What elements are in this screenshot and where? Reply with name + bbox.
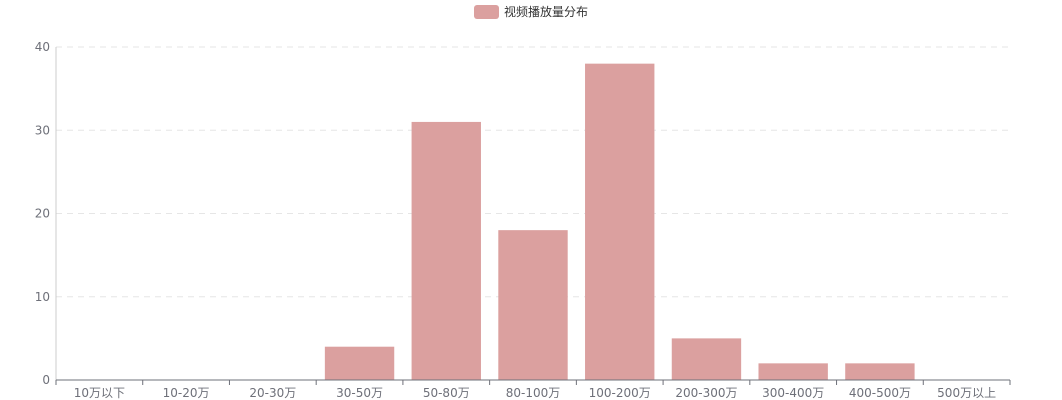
bar[interactable]: [498, 230, 568, 380]
y-tick-label: 30: [35, 123, 50, 137]
x-tick-label: 400-500万: [849, 386, 911, 400]
x-tick-label: 100-200万: [589, 386, 651, 400]
x-tick-label: 50-80万: [423, 386, 470, 400]
bar[interactable]: [411, 121, 481, 381]
x-tick-label: 200-300万: [675, 386, 737, 400]
x-tick-label: 20-30万: [249, 386, 296, 400]
legend[interactable]: 视频播放量分布: [474, 4, 588, 19]
y-tick-label: 20: [35, 207, 50, 221]
legend-swatch: [474, 5, 499, 19]
bars: [324, 63, 915, 381]
y-tick-label: 0: [42, 373, 50, 387]
x-tick-label: 500万以上: [937, 386, 996, 400]
y-tick-label: 40: [35, 40, 50, 54]
x-axis: 10万以下 10-20万 20-30万 30-50万 50-80万 80-100万 100-…: [55, 379, 1011, 400]
x-tick-label: 300-400万: [762, 386, 824, 400]
y-tick-label: 10: [35, 290, 50, 304]
y-axis-ticks: 0 10 20 30 40: [35, 40, 57, 387]
bar[interactable]: [671, 338, 742, 380]
bar[interactable]: [758, 363, 828, 380]
x-tick-label: 80-100万: [506, 386, 561, 400]
x-tick-label: 10万以下: [74, 386, 125, 400]
legend-label: 视频播放量分布: [504, 4, 588, 19]
x-tick-label: 30-50万: [336, 386, 383, 400]
bar[interactable]: [324, 346, 395, 380]
x-tick-label: 10-20万: [163, 386, 210, 400]
bar[interactable]: [585, 63, 655, 381]
bar[interactable]: [845, 363, 915, 380]
